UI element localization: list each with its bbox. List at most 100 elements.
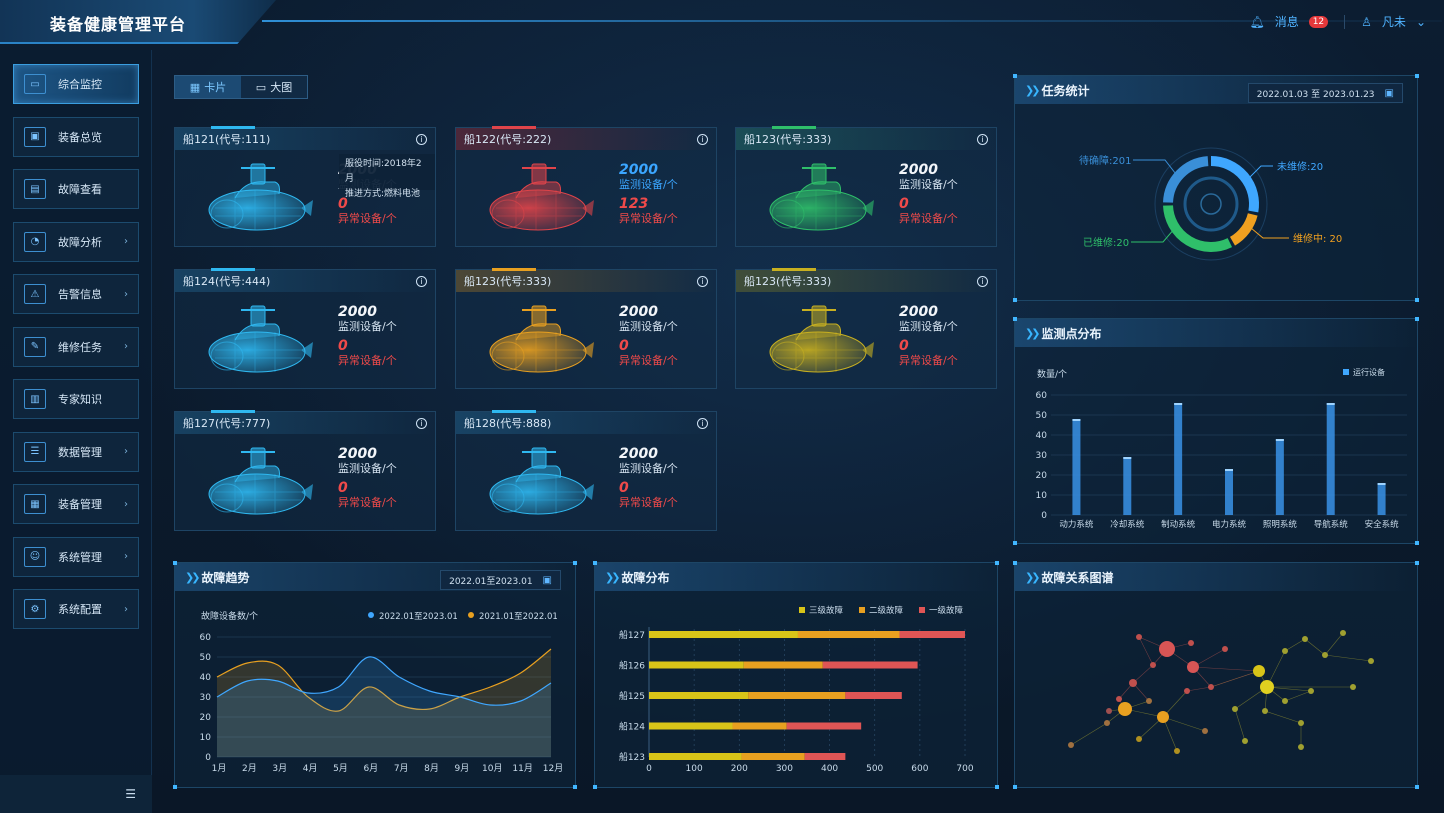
panel-corner-accent <box>1415 561 1419 565</box>
user-settings-icon: ☺ <box>24 546 46 567</box>
sidebar-item[interactable]: ✎ 维修任务 › <box>13 326 139 367</box>
fault-relation-graph[interactable] <box>1015 591 1419 787</box>
info-icon[interactable]: i <box>697 417 708 429</box>
sidebar-item[interactable]: ▦ 装备管理 › <box>13 484 139 524</box>
x-tick-label: 200 <box>731 764 748 774</box>
bar-segment <box>822 661 918 669</box>
ship-name: 船123(代号:333) <box>744 275 832 288</box>
sidebar-item[interactable]: ☺ 系统管理 › <box>13 536 139 577</box>
info-icon[interactable]: i <box>697 275 708 287</box>
card-tab-accent <box>492 126 536 129</box>
user-icon[interactable]: ♙ <box>1361 14 1372 29</box>
bar-segment <box>786 722 862 730</box>
info-icon[interactable]: i <box>977 133 988 145</box>
donut-label: 维修中: 20 <box>1293 232 1342 245</box>
info-icon[interactable]: i <box>416 275 427 287</box>
messages-link[interactable]: 消息 <box>1274 15 1299 29</box>
sidebar-item[interactable]: ⚙ 系统配置 › <box>13 589 139 629</box>
bar <box>1123 457 1132 515</box>
panel-corner-accent <box>1013 317 1017 321</box>
sidebar-item[interactable]: ▭ 综合监控 <box>13 64 139 104</box>
ship-card[interactable]: 船124(代号:444) i 2000 监测设备/个 0 异常设备/个 <box>174 268 436 389</box>
info-icon[interactable]: i <box>416 417 427 429</box>
graph-edge <box>1138 636 1154 666</box>
ship-card[interactable]: 船123(代号:333) i 2000 监测设备/个 0 异常设备/个 <box>735 268 997 389</box>
legend-swatch <box>859 607 865 613</box>
y-axis-title: 数量/个 <box>1037 368 1067 380</box>
submarine-icon <box>205 442 315 522</box>
abnormal-label: 异常设备/个 <box>619 354 678 367</box>
double-chevron-icon: ❯❯ <box>185 570 201 584</box>
panel-corner-accent <box>173 561 177 565</box>
date-range-picker[interactable]: 2022.01至2023.01 ▣ <box>440 570 561 590</box>
graph-node <box>1129 679 1137 687</box>
info-icon[interactable]: i <box>977 275 988 287</box>
panel-corner-accent <box>1415 541 1419 545</box>
ship-card[interactable]: 船122(代号:222) i 2000 监测设备/个 123 异常设备/个 <box>455 126 717 247</box>
app-title: 装备健康管理平台 <box>50 15 187 34</box>
sidebar-item-label: 装备总览 <box>58 130 102 144</box>
screen-icon: ▣ <box>24 126 46 147</box>
chevron-right-icon: › <box>124 603 128 615</box>
legend-swatch <box>1343 369 1349 375</box>
sidebar-item[interactable]: ☰ 数据管理 › <box>13 431 139 472</box>
user-name[interactable]: 凡未 <box>1381 15 1406 29</box>
bell-icon[interactable]: 🔔︎ <box>1249 14 1265 29</box>
panel-corner-accent <box>1013 785 1017 789</box>
legend-label: 2022.01至2023.01 <box>379 612 458 622</box>
abnormal-count: 0 <box>338 480 348 496</box>
info-icon[interactable]: i <box>416 133 427 145</box>
graph-node <box>1136 736 1142 742</box>
ship-name: 船123(代号:333) <box>464 275 552 288</box>
graph-node <box>1350 684 1356 690</box>
ship-card[interactable]: 船123(代号:333) i 2000 监测设备/个 0 异常设备/个 <box>455 268 717 389</box>
sidebar-item-label: 系统配置 <box>58 603 102 616</box>
donut-leader-line <box>1246 165 1273 181</box>
sidebar-item[interactable]: ▥ 专家知识 <box>13 379 139 419</box>
info-icon[interactable]: i <box>697 133 708 145</box>
x-tick-label: 动力系统 <box>1059 519 1094 530</box>
sidebar-item-label: 系统管理 <box>58 550 102 564</box>
message-count-badge: 12 <box>1308 15 1329 28</box>
panel-corner-accent <box>1415 317 1419 321</box>
bar-segment <box>804 753 846 760</box>
sidebar-item-label: 故障分析 <box>58 235 102 249</box>
graph-node <box>1157 711 1169 723</box>
sidebar-item[interactable]: ◔ 故障分析 › <box>13 221 139 262</box>
ship-card[interactable]: 船128(代号:888) i 2000 监测设备/个 0 异常设备/个 <box>455 410 717 531</box>
graph-edge <box>1162 716 1206 732</box>
big-view-button[interactable]: ▭ 大图 <box>241 76 307 98</box>
card-view-button[interactable]: ▦ 卡片 <box>175 76 241 98</box>
chevron-down-icon[interactable]: ⌄ <box>1415 14 1426 29</box>
submarine-icon <box>486 300 596 380</box>
graph-node <box>1106 708 1112 714</box>
bar <box>1326 403 1335 515</box>
x-tick-label: 电力系统 <box>1212 519 1247 530</box>
x-tick-label: 600 <box>911 764 928 774</box>
x-tick-label: 5月 <box>333 763 348 774</box>
donut-leader-line <box>1250 227 1289 239</box>
big-view-label: 大图 <box>270 81 293 94</box>
bar-segment <box>899 631 965 638</box>
card-header: 船122(代号:222) i <box>456 128 716 150</box>
y-tick-label: 30 <box>200 693 212 703</box>
sidebar-item[interactable]: ▤ 故障查看 <box>13 169 139 209</box>
gauge-icon: ◔ <box>24 231 46 252</box>
ship-card[interactable]: 船127(代号:777) i 2000 监测设备/个 0 异常设备/个 <box>174 410 436 531</box>
sidebar-item[interactable]: ⚠ 告警信息 › <box>13 274 139 314</box>
ship-card[interactable]: 船121(代号:111)i2000监测设备/个0异常设备/个服役时间:2018年… <box>174 126 436 247</box>
card-header: 船127(代号:777) i <box>175 412 435 434</box>
graph-node <box>1340 630 1346 636</box>
y-tick-label: 0 <box>1041 511 1047 521</box>
graph-edge <box>1234 708 1246 742</box>
sidebar-item[interactable]: ▣ 装备总览 <box>13 116 139 157</box>
fault-dist-chart: 三级故障 二级故障 一级故障 0 100 200 300 400 500 600 700 船127 船1… <box>619 605 974 774</box>
collapse-menu-icon[interactable]: ☰ <box>125 787 136 801</box>
bar <box>1225 469 1233 515</box>
date-range-picker[interactable]: 2022.01.03 至 2023.01.23 ▣ <box>1247 83 1403 103</box>
x-tick-label: 11月 <box>512 763 532 774</box>
y-tick-label: 船126 <box>619 660 645 672</box>
y-tick-label: 60 <box>1036 391 1048 401</box>
date-range-text: 2022.01至2023.01 <box>449 576 533 587</box>
ship-card[interactable]: 船123(代号:333) i 2000 监测设备/个 0 异常设备/个 <box>735 126 997 247</box>
